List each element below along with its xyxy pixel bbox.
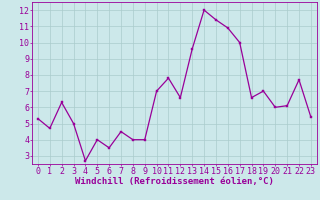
X-axis label: Windchill (Refroidissement éolien,°C): Windchill (Refroidissement éolien,°C) <box>75 177 274 186</box>
